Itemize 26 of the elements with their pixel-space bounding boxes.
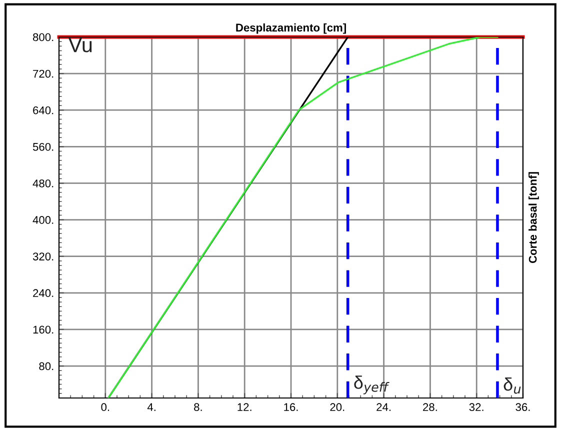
y-tick-label: 800. — [33, 33, 54, 42]
y-tick-label: 720. — [33, 70, 54, 78]
x-tick-label: 32. — [469, 403, 484, 412]
y-tick-label: 480. — [32, 179, 54, 188]
x-tick-label: 16. — [284, 403, 298, 412]
ref-line-label: δ$_{u}$ — [504, 377, 521, 394]
x-tick-label: 20. — [330, 403, 344, 412]
x-tick-label: 8. — [194, 403, 202, 412]
x-axis-title: Desplazamiento [cm] — [236, 23, 346, 34]
x-tick-label: 12. — [238, 403, 252, 411]
y-tick-label: 640. — [33, 106, 54, 114]
x-tick-label: 28. — [423, 403, 437, 412]
y-tick-label: 160. — [33, 326, 54, 334]
ref-line-label: δ$_{yeff}$ — [354, 376, 390, 394]
y-tick-label: 80. — [39, 362, 54, 370]
x-tick-label: 36. — [516, 403, 530, 412]
y-tick-label: 560. — [32, 142, 54, 151]
y-tick-label: 240. — [33, 289, 54, 298]
ref-line-label: Vu — [68, 38, 92, 52]
x-tick-label: 4. — [147, 403, 156, 411]
y-axis-title: Corte basal [tonf] — [528, 172, 539, 264]
y-tick-label: 320. — [32, 252, 54, 260]
line-series — [107, 37, 498, 398]
y-tick-label: 400. — [32, 216, 54, 224]
x-tick-label: 0. — [101, 403, 110, 412]
x-tick-label: 24. — [376, 403, 391, 411]
